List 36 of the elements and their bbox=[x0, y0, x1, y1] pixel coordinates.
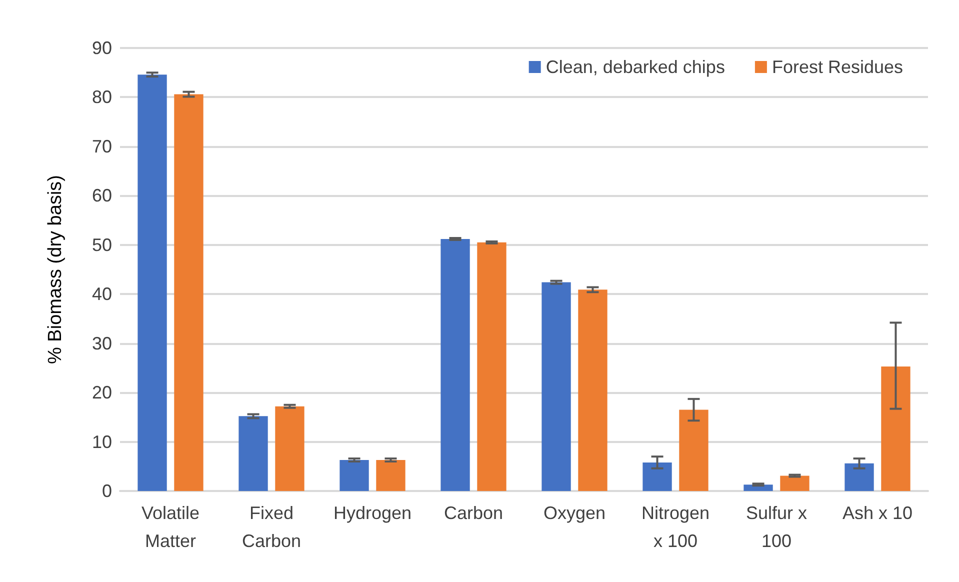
x-tick-label: Hydrogen bbox=[333, 503, 412, 523]
y-tick-label: 90 bbox=[92, 38, 112, 58]
x-tick-label: Oxygen bbox=[543, 503, 606, 523]
y-tick-label: 0 bbox=[102, 481, 112, 501]
y-tick-label: 10 bbox=[92, 432, 112, 452]
bar bbox=[780, 476, 810, 491]
bar bbox=[844, 463, 874, 491]
y-tick-label: 30 bbox=[92, 333, 112, 354]
x-tick-label: Ash x 10 bbox=[842, 503, 913, 523]
bar bbox=[174, 94, 204, 491]
x-tick-label: Nitrogen x 100 bbox=[641, 503, 710, 551]
bar bbox=[340, 460, 369, 491]
bar bbox=[881, 366, 910, 491]
bar bbox=[542, 282, 571, 491]
bar bbox=[440, 238, 470, 491]
y-tick-label: 50 bbox=[92, 234, 112, 255]
legend-label: Forest Residues bbox=[772, 57, 904, 77]
bar bbox=[238, 416, 268, 491]
bar bbox=[376, 460, 406, 491]
x-tick-label: Sulfur x 100 bbox=[746, 503, 808, 551]
bar bbox=[679, 410, 708, 491]
x-tick-label: Carbon bbox=[444, 503, 504, 523]
legend-label: Clean, debarked chips bbox=[546, 57, 725, 77]
bar bbox=[275, 406, 304, 491]
x-tick-label: Fixed Carbon bbox=[242, 503, 302, 551]
y-tick-label: 70 bbox=[92, 136, 112, 156]
bar bbox=[138, 74, 167, 491]
y-axis-title: % Biomass (dry basis) bbox=[45, 175, 66, 364]
bar bbox=[578, 290, 608, 491]
y-tick-label: 60 bbox=[92, 186, 112, 206]
x-tick-label: Volatile Matter bbox=[141, 503, 200, 551]
y-tick-label: 40 bbox=[92, 284, 112, 304]
bar bbox=[642, 462, 672, 491]
y-tick-label: 80 bbox=[92, 87, 112, 108]
y-tick-label: 20 bbox=[92, 382, 112, 403]
bar bbox=[477, 242, 506, 491]
